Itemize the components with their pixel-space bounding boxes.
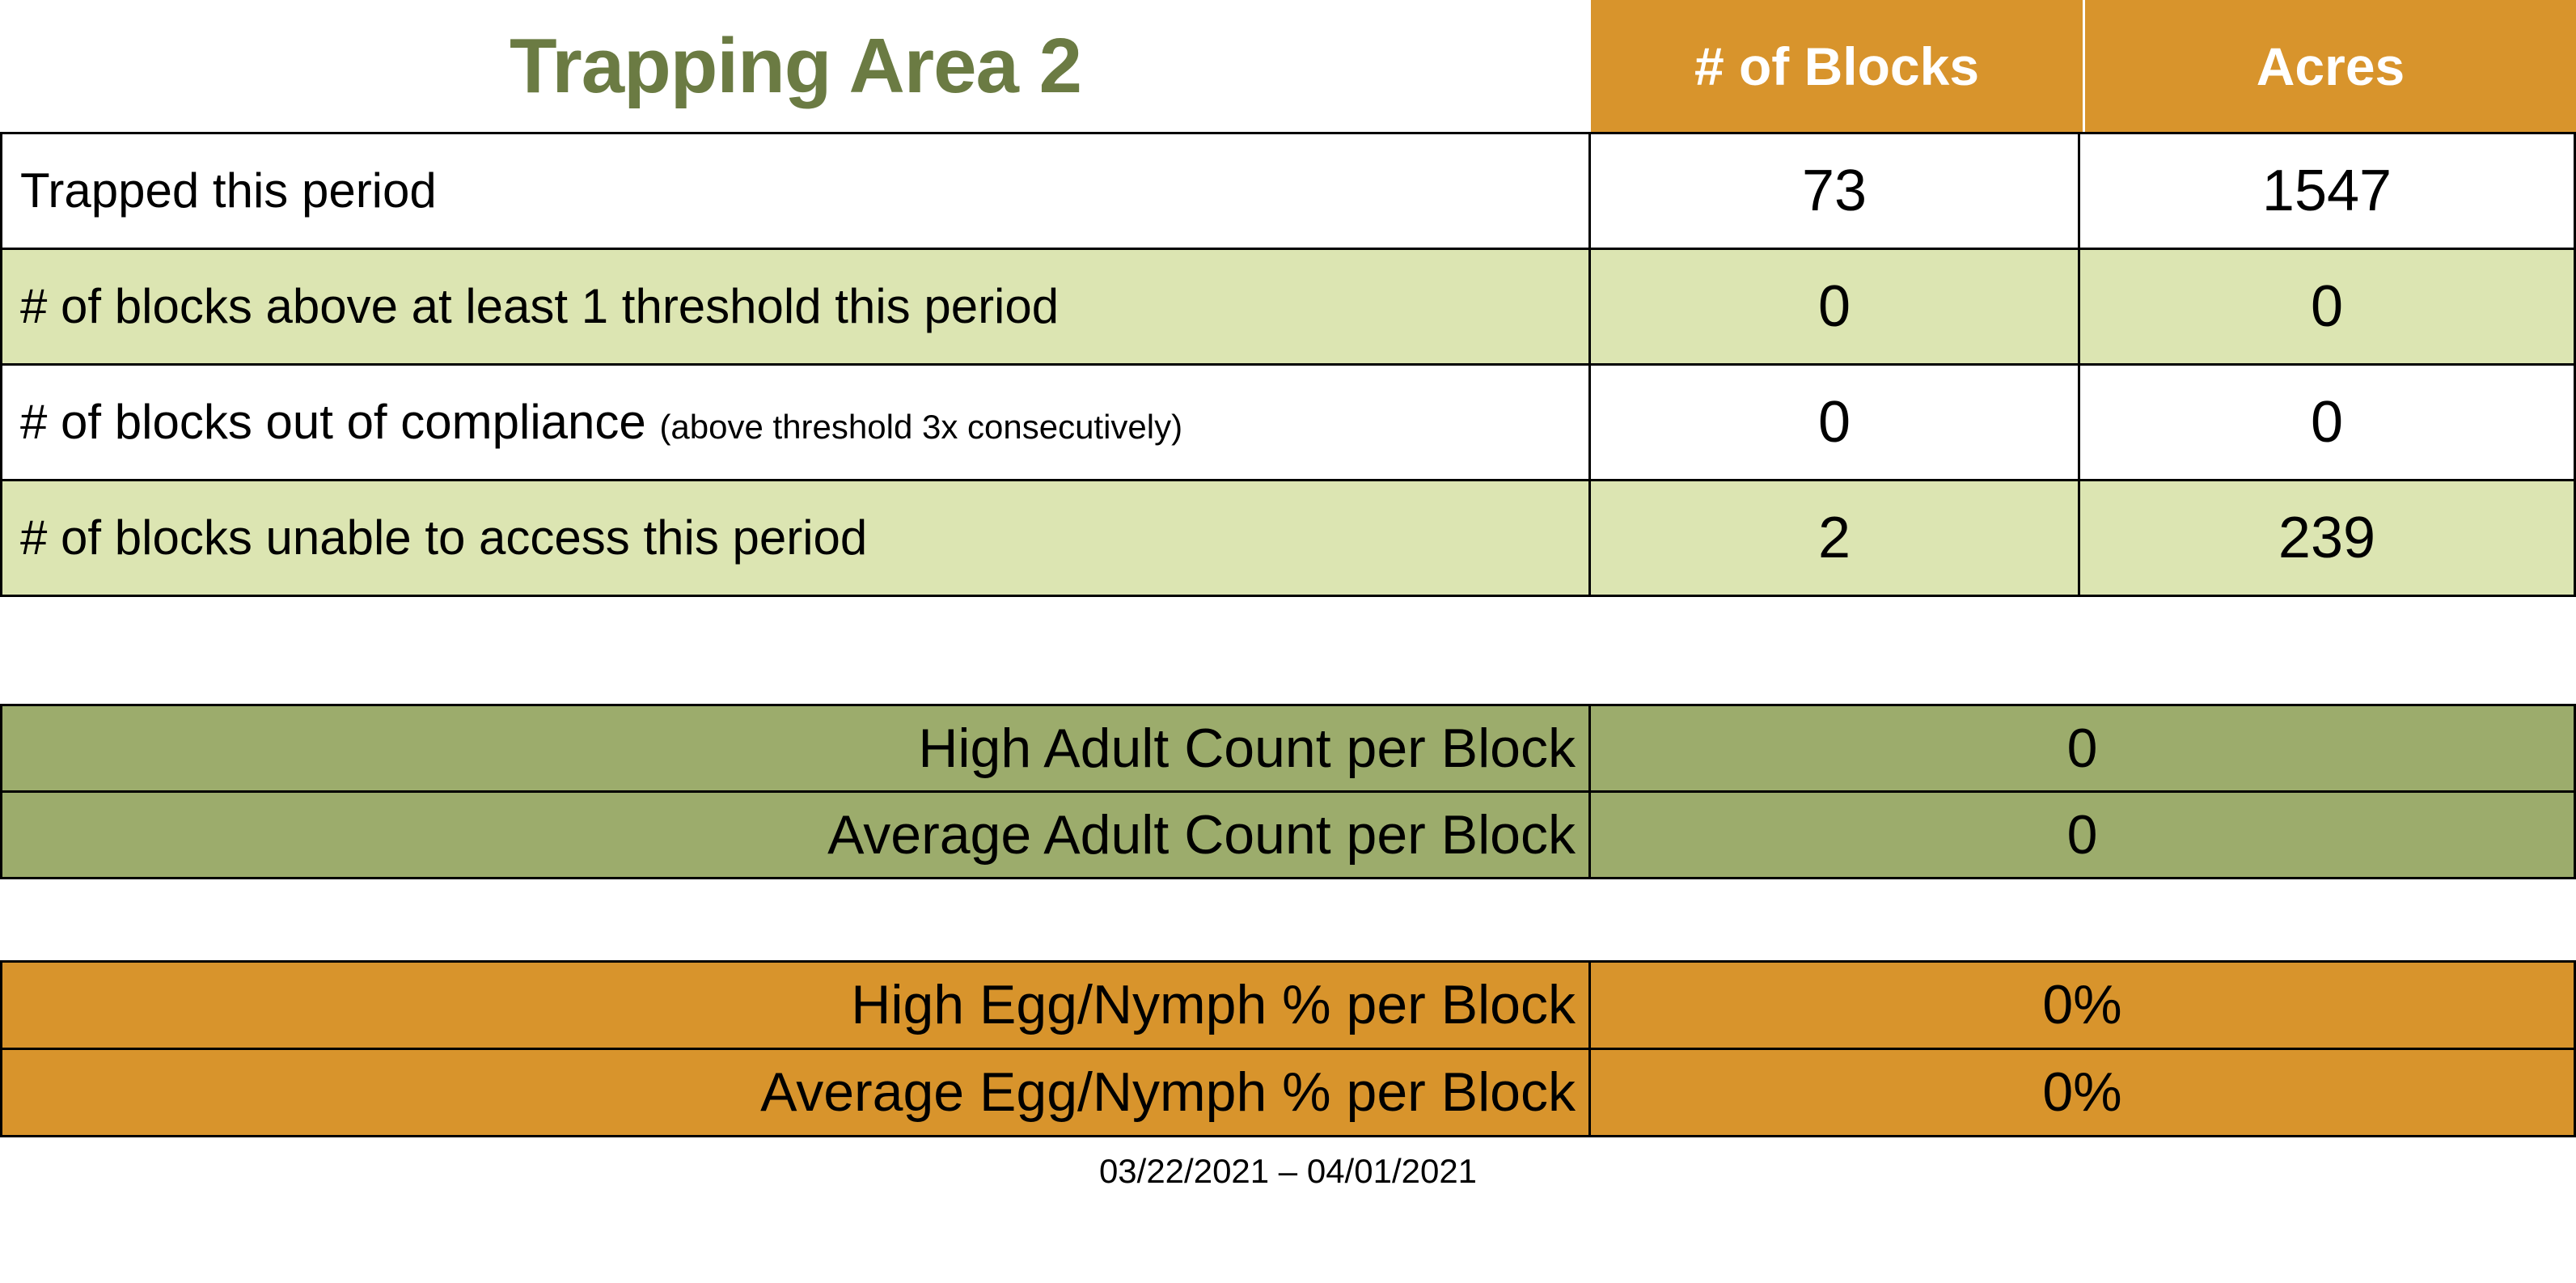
spacer <box>0 879 2576 960</box>
adult-row-label: High Adult Count per Block <box>2 706 1588 790</box>
summary-table-body: Trapped this period 73 1547 # of blocks … <box>0 132 2576 597</box>
title-cell: Trapping Area 2 <box>0 0 1591 132</box>
egg-row-value: 0% <box>1591 1050 2574 1135</box>
egg-row-label: Average Egg/Nymph % per Block <box>2 1050 1588 1135</box>
report-date-range: 03/22/2021 – 04/01/2021 <box>1098 1152 1478 1190</box>
summary-acres-value: 1547 <box>2080 134 2574 248</box>
adult-row-value: 0 <box>1591 793 2574 877</box>
summary-blocks-value: 0 <box>1591 366 2078 479</box>
egg-row-value: 0% <box>1591 963 2574 1048</box>
page-title: Trapping Area 2 <box>510 22 1082 109</box>
adult-row-label: Average Adult Count per Block <box>2 793 1588 877</box>
summary-acres-value: 0 <box>2080 250 2574 363</box>
row-label-text: Trapped this period <box>20 163 437 218</box>
blocks-column-header: # of Blocks <box>1591 0 2083 132</box>
summary-row-label: Trapped this period <box>2 134 1588 248</box>
summary-row-label: # of blocks out of compliance (above thr… <box>2 366 1588 479</box>
spacer <box>0 597 2576 704</box>
egg-row-label: High Egg/Nymph % per Block <box>2 963 1588 1048</box>
summary-acres-value: 0 <box>2080 366 2574 479</box>
summary-row-label: # of blocks unable to access this period <box>2 481 1588 595</box>
adult-count-table: High Adult Count per Block 0 Average Adu… <box>0 704 2576 879</box>
row-label-text: # of blocks above at least 1 threshold t… <box>20 279 1060 333</box>
row-label-text: # of blocks unable to access this period <box>20 510 868 565</box>
summary-blocks-value: 2 <box>1591 481 2078 595</box>
adult-row-value: 0 <box>1591 706 2574 790</box>
egg-nymph-table: High Egg/Nymph % per Block 0% Average Eg… <box>0 960 2576 1137</box>
row-label-text: # of blocks out of compliance <box>20 395 646 449</box>
row-label-note: (above threshold 3x consecutively) <box>659 408 1183 446</box>
summary-table-header: Trapping Area 2 # of Blocks Acres <box>0 0 2576 132</box>
summary-blocks-value: 0 <box>1591 250 2078 363</box>
summary-blocks-value: 73 <box>1591 134 2078 248</box>
summary-acres-value: 239 <box>2080 481 2574 595</box>
summary-row-label: # of blocks above at least 1 threshold t… <box>2 250 1588 363</box>
acres-column-header: Acres <box>2083 0 2576 132</box>
